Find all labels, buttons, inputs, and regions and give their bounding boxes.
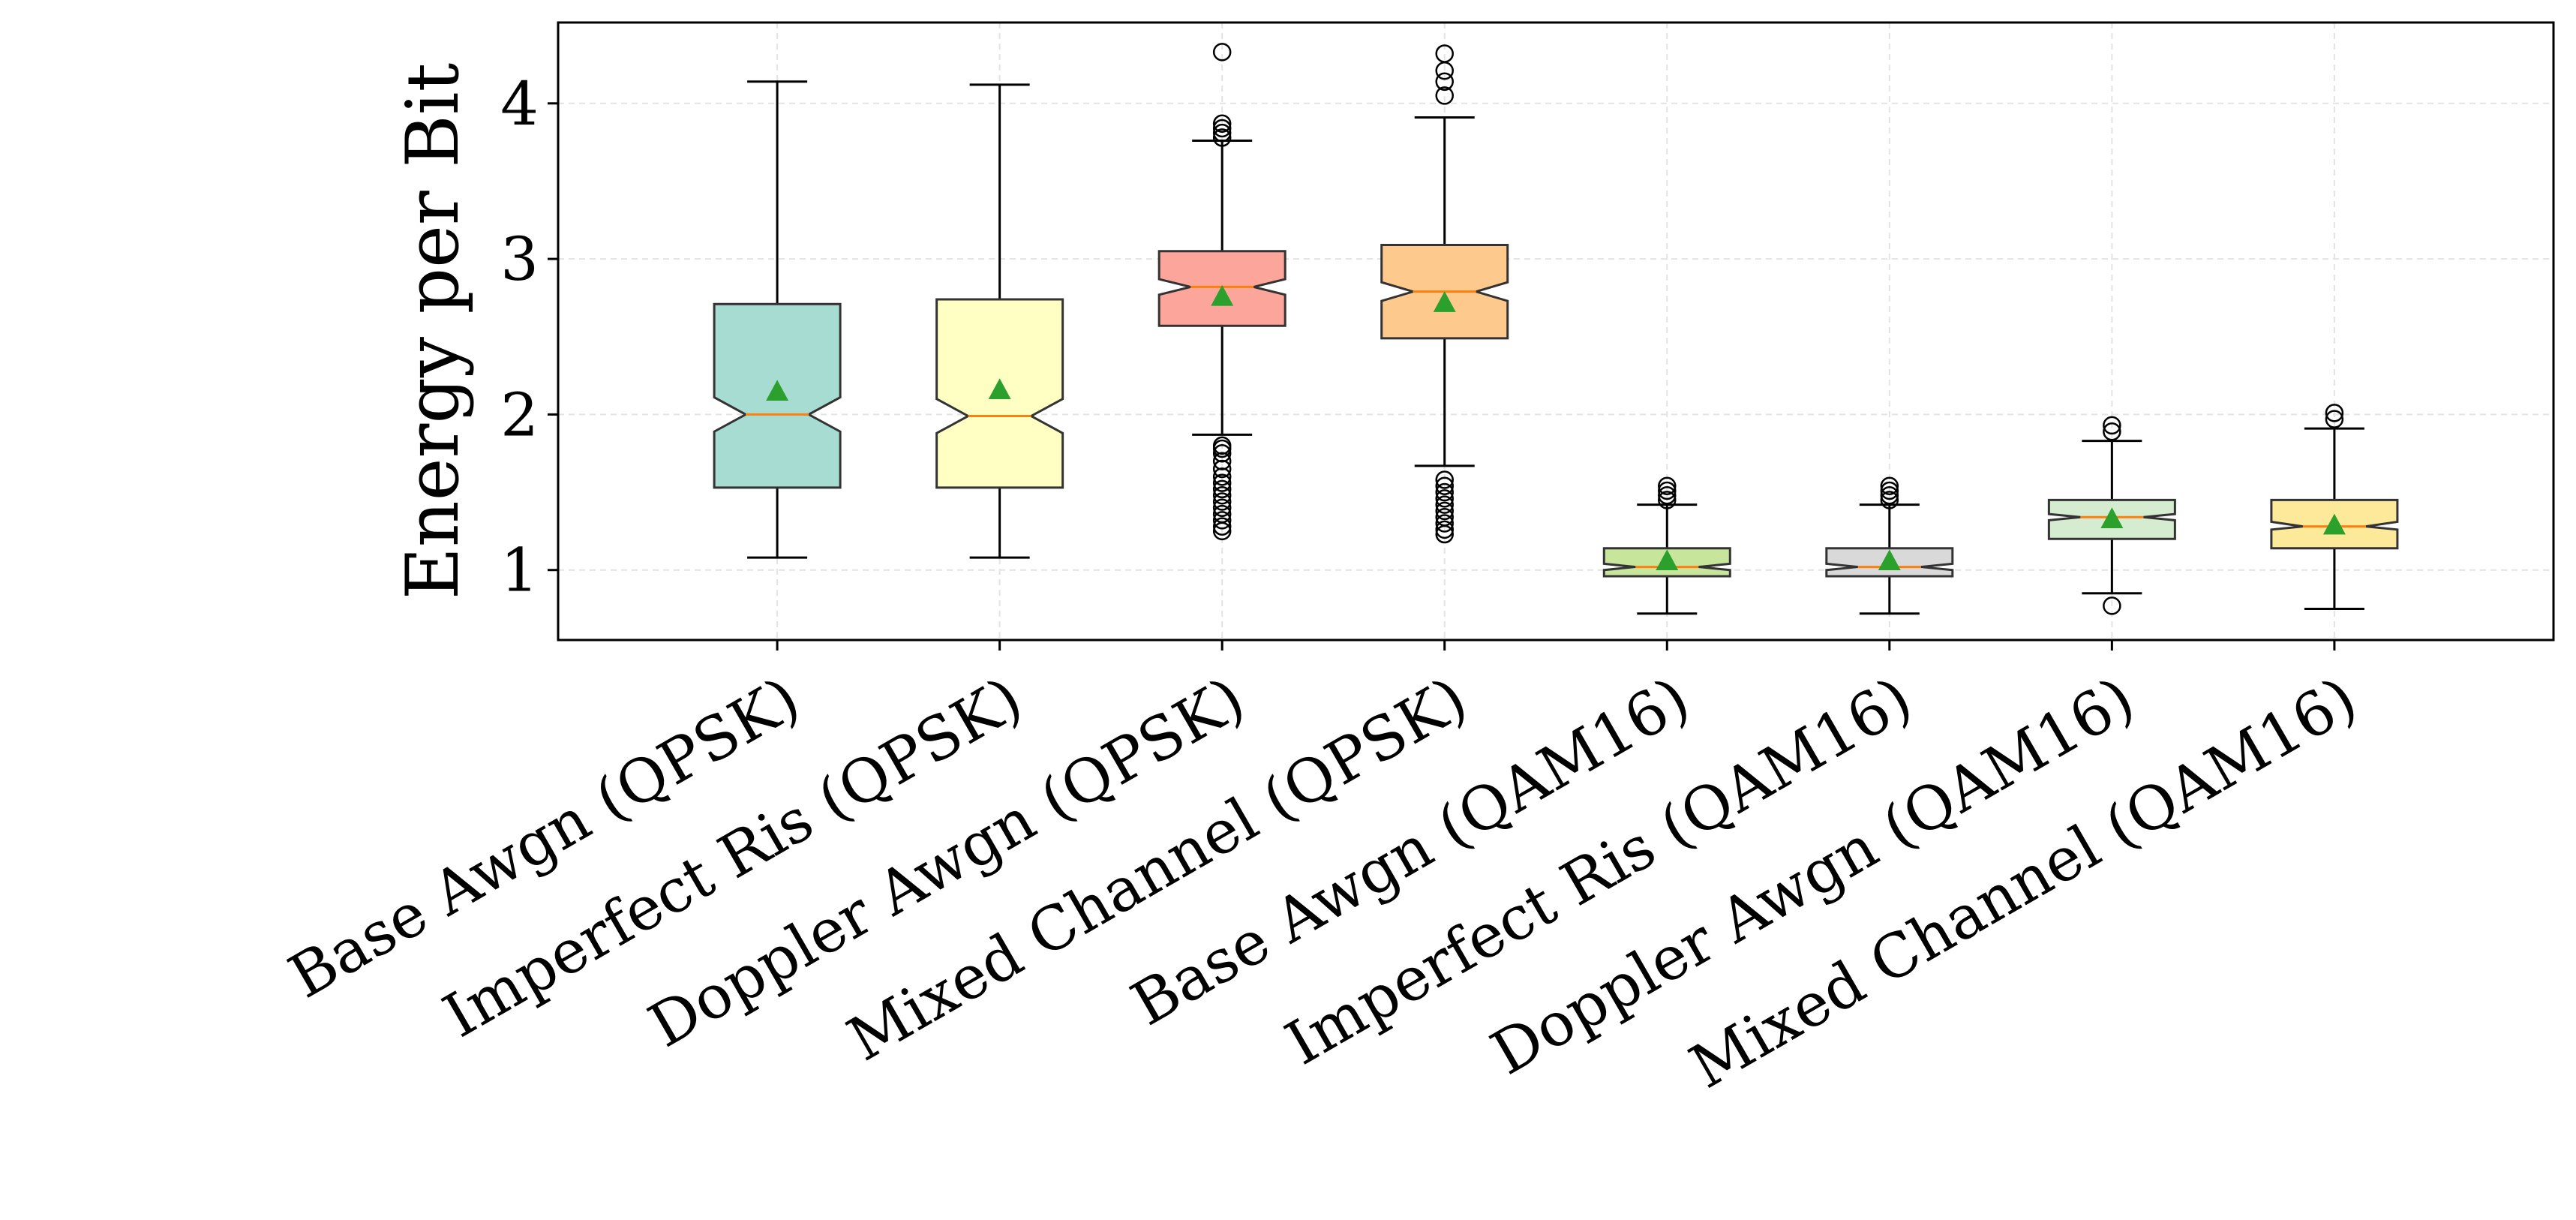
mean-marker [766, 380, 789, 401]
mean-marker [2100, 507, 2124, 529]
box-group [713, 80, 842, 559]
outlier-point [1212, 492, 1232, 511]
mean-marker [2322, 513, 2346, 535]
outlier-point [1658, 476, 1677, 496]
outlier-point [1435, 476, 1454, 496]
outlier-point [1880, 476, 1899, 496]
outlier-point [1658, 485, 1677, 505]
outlier-point [1212, 128, 1232, 147]
plot-frame [557, 21, 2555, 642]
outlier-point [1435, 44, 1454, 63]
outlier-point [1212, 43, 1232, 62]
outlier-point [1212, 479, 1232, 499]
boxes [713, 43, 2399, 615]
outlier-point [1658, 491, 1677, 509]
outlier-point [2103, 416, 2121, 435]
outlier-point [1658, 481, 1677, 500]
mean-marker [988, 378, 1011, 399]
mean-marker [1433, 291, 1456, 312]
box-group [935, 83, 1064, 559]
outlier-point [1212, 114, 1232, 133]
outlier-point [2103, 596, 2121, 615]
outlier-point [1435, 86, 1454, 105]
outlier-point [1212, 119, 1232, 138]
outlier-point [1212, 443, 1232, 463]
y-tick-label: 3 [500, 224, 539, 294]
outlier-point [1435, 501, 1454, 521]
box-group [1825, 476, 1954, 615]
mean-marker [1211, 284, 1234, 306]
outlier-point [1435, 495, 1454, 514]
box-group [1157, 43, 1286, 541]
box-group [2270, 404, 2399, 611]
outlier-point [1435, 514, 1454, 533]
outlier-point [1212, 473, 1232, 492]
outlier-point [1880, 481, 1899, 500]
mean-marker [1656, 549, 1679, 571]
box-group [1380, 44, 1509, 544]
y-axis-label: Energy per Bit [391, 63, 475, 599]
outlier-point [2103, 422, 2121, 441]
outlier-point [1435, 72, 1454, 92]
outlier-point [1435, 482, 1454, 502]
outlier-point [1212, 504, 1232, 524]
box-group [2047, 416, 2176, 615]
grid [558, 23, 2553, 640]
outlier-point [1212, 517, 1232, 536]
outlier-point [1435, 507, 1454, 527]
outlier-point [1212, 436, 1232, 455]
outlier-point [1212, 498, 1232, 518]
outlier-point [1880, 485, 1899, 505]
outlier-point [2325, 404, 2344, 422]
outlier-point [2325, 410, 2344, 428]
outlier-point [1880, 491, 1899, 509]
outlier-point [1435, 470, 1454, 489]
box-group [1602, 476, 1731, 615]
outlier-point [1212, 123, 1232, 143]
mean-marker [1878, 549, 1901, 571]
outlier-point [1212, 511, 1232, 530]
y-tick-label: 1 [500, 536, 539, 605]
y-tick-label: 4 [500, 69, 539, 139]
outlier-point [1212, 485, 1232, 505]
outlier-point [1435, 489, 1454, 508]
outlier-point [1212, 467, 1232, 486]
outlier-point [1435, 520, 1454, 539]
y-tick-label: 2 [500, 380, 539, 449]
outlier-point [1212, 452, 1232, 470]
outlier-point [1212, 459, 1232, 479]
